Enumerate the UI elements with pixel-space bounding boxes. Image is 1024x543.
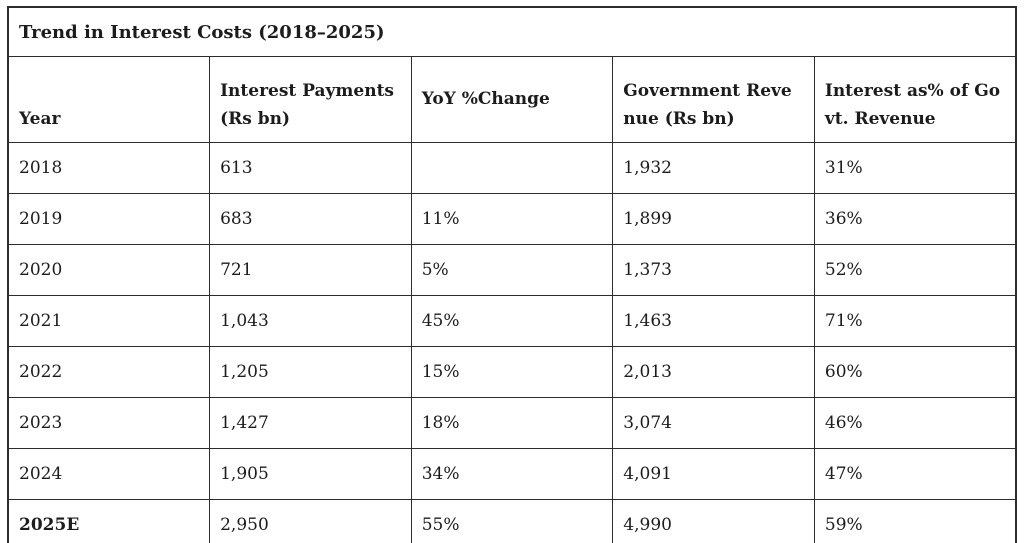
cell-govt-revenue: 4,990 <box>612 499 815 543</box>
cell-interest-payments: 1,043 <box>209 295 412 347</box>
table-row: 2022 1,205 15% 2,013 60% <box>7 346 1017 398</box>
cell-interest-pct-revenue: 47% <box>813 448 1017 500</box>
cell-year: 2025E <box>7 499 211 543</box>
table-row: 2025E 2,950 55% 4,990 59% <box>7 499 1017 543</box>
cell-yoy-change: 34% <box>410 448 614 500</box>
cell-yoy-change: 55% <box>410 499 614 543</box>
table-title-row: Trend in Interest Costs (2018–2025) <box>7 6 1017 57</box>
cell-interest-pct-revenue: 46% <box>813 397 1017 449</box>
cell-govt-revenue: 3,074 <box>612 397 815 449</box>
table-header-row: Year Interest Payments (Rs bn) YoY %Chan… <box>7 56 1017 143</box>
cell-interest-pct-revenue: 36% <box>813 193 1017 245</box>
table-row: 2021 1,043 45% 1,463 71% <box>7 295 1017 347</box>
header-year: Year <box>7 56 211 143</box>
cell-year: 2022 <box>7 346 211 398</box>
cell-year: 2018 <box>7 142 211 194</box>
header-yoy-change: YoY %Change <box>410 56 614 143</box>
cell-interest-payments: 1,427 <box>209 397 412 449</box>
table-row: 2024 1,905 34% 4,091 47% <box>7 448 1017 500</box>
cell-yoy-change: 45% <box>410 295 614 347</box>
cell-govt-revenue: 2,013 <box>612 346 815 398</box>
cell-interest-pct-revenue: 52% <box>813 244 1017 296</box>
table-title: Trend in Interest Costs (2018–2025) <box>7 6 1017 57</box>
cell-govt-revenue: 4,091 <box>612 448 815 500</box>
cell-interest-pct-revenue: 59% <box>813 499 1017 543</box>
table-row: 2023 1,427 18% 3,074 46% <box>7 397 1017 449</box>
cell-year: 2020 <box>7 244 211 296</box>
header-govt-revenue: Government Revenue (Rs bn) <box>612 56 815 143</box>
cell-interest-payments: 613 <box>209 142 412 194</box>
cell-govt-revenue: 1,373 <box>612 244 815 296</box>
cell-year: 2019 <box>7 193 211 245</box>
table-row: 2020 721 5% 1,373 52% <box>7 244 1017 296</box>
header-interest-pct-revenue: Interest as% of Govt. Revenue <box>813 56 1017 143</box>
header-interest-payments: Interest Payments (Rs bn) <box>209 56 412 143</box>
cell-govt-revenue: 1,932 <box>612 142 815 194</box>
cell-govt-revenue: 1,899 <box>612 193 815 245</box>
cell-yoy-change <box>410 142 614 194</box>
cell-yoy-change: 15% <box>410 346 614 398</box>
cell-interest-payments: 1,905 <box>209 448 412 500</box>
cell-year: 2023 <box>7 397 211 449</box>
cell-interest-payments: 721 <box>209 244 412 296</box>
cell-yoy-change: 11% <box>410 193 614 245</box>
cell-interest-pct-revenue: 71% <box>813 295 1017 347</box>
cell-interest-payments: 2,950 <box>209 499 412 543</box>
cell-interest-payments: 683 <box>209 193 412 245</box>
cell-govt-revenue: 1,463 <box>612 295 815 347</box>
cell-year: 2024 <box>7 448 211 500</box>
table-row: 2019 683 11% 1,899 36% <box>7 193 1017 245</box>
cell-interest-pct-revenue: 60% <box>813 346 1017 398</box>
interest-costs-table: Trend in Interest Costs (2018–2025) Year… <box>7 6 1017 543</box>
cell-yoy-change: 18% <box>410 397 614 449</box>
table-row: 2018 613 1,932 31% <box>7 142 1017 194</box>
cell-interest-payments: 1,205 <box>209 346 412 398</box>
cell-year: 2021 <box>7 295 211 347</box>
cell-yoy-change: 5% <box>410 244 614 296</box>
cell-interest-pct-revenue: 31% <box>813 142 1017 194</box>
